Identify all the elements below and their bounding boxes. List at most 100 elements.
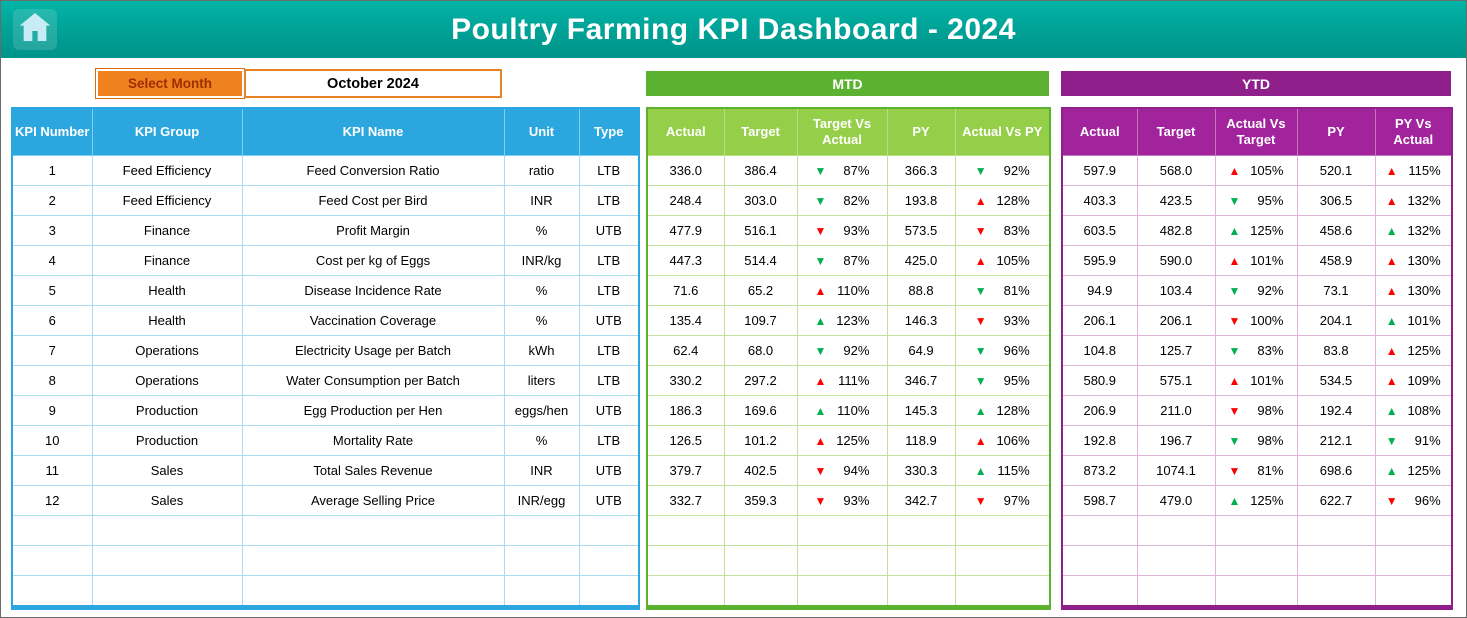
mtd-actual-vs-py-cell: ▼ 96% bbox=[954, 335, 1051, 366]
kpi-group-cell: Finance bbox=[91, 245, 243, 276]
mtd-target-cell: 514.4 bbox=[723, 245, 798, 276]
mtd-row: 126.5 101.2 ▲ 125% 118.9 ▲ 106% bbox=[646, 425, 1051, 456]
mtd-actual-vs-py-cell: ▲ 105% bbox=[954, 245, 1051, 276]
percent-value: 95% bbox=[1003, 373, 1030, 388]
mtd-target-vs-actual-cell: ▲ 110% bbox=[796, 395, 888, 426]
ytd-py-cell: 520.1 bbox=[1296, 155, 1376, 186]
mtd-target-cell: 68.0 bbox=[723, 335, 798, 366]
down-arrow-icon: ▼ bbox=[974, 163, 987, 178]
ytd-py-cell: 212.1 bbox=[1296, 425, 1376, 456]
kpi-group-cell: Finance bbox=[91, 215, 243, 246]
down-arrow-icon: ▼ bbox=[1228, 193, 1241, 208]
kpi-row: 2 Feed Efficiency Feed Cost per Bird INR LTB bbox=[11, 185, 640, 216]
ytd-row: 595.9 590.0 ▲ 101% 458.9 ▲ 130% bbox=[1061, 245, 1453, 276]
up-arrow-icon: ▲ bbox=[974, 193, 987, 208]
mtd-actual-vs-py-cell bbox=[954, 545, 1051, 576]
down-arrow-icon: ▼ bbox=[814, 463, 827, 478]
ytd-py-cell: 73.1 bbox=[1296, 275, 1376, 306]
kpi-table-header-row: KPI Number KPI Group KPI Name Unit Type bbox=[11, 107, 640, 156]
kpi-number-cell: 8 bbox=[11, 365, 93, 396]
unit-cell: kWh bbox=[503, 335, 580, 366]
ytd-py-cell: 458.6 bbox=[1296, 215, 1376, 246]
down-arrow-icon: ▼ bbox=[1228, 433, 1241, 448]
mtd-py-cell: 88.8 bbox=[886, 275, 956, 306]
down-arrow-icon: ▼ bbox=[974, 373, 987, 388]
empty-row bbox=[1061, 515, 1453, 546]
mtd-py-cell bbox=[886, 515, 956, 546]
ytd-target-cell: 575.1 bbox=[1136, 365, 1216, 396]
empty-row bbox=[1061, 545, 1453, 576]
kpi-row: 1 Feed Efficiency Feed Conversion Ratio rat… bbox=[11, 155, 640, 186]
kpi-row: 12 Sales Average Selling Price INR/egg UTB bbox=[11, 485, 640, 516]
unit-cell: INR/egg bbox=[503, 485, 580, 516]
mtd-target-vs-actual-cell: ▼ 93% bbox=[796, 215, 888, 246]
empty-row bbox=[11, 545, 640, 576]
month-selector[interactable]: October 2024 bbox=[244, 69, 502, 98]
mtd-target-cell: 402.5 bbox=[723, 455, 798, 486]
kpi-number-cell: 5 bbox=[11, 275, 93, 306]
ytd-target-cell: 206.1 bbox=[1136, 305, 1216, 336]
ytd-actual-vs-target-cell: ▼ 100% bbox=[1214, 305, 1298, 336]
ytd-py-vs-actual-cell bbox=[1374, 545, 1453, 576]
type-cell: LTB bbox=[578, 425, 640, 456]
select-month-button[interactable]: Select Month bbox=[96, 69, 244, 98]
mtd-actual-cell: 248.4 bbox=[646, 185, 725, 216]
ytd-actual-vs-target-cell: ▼ 81% bbox=[1214, 455, 1298, 486]
kpi-group-cell bbox=[91, 515, 243, 546]
percent-value: 96% bbox=[1003, 343, 1030, 358]
ytd-actual-cell bbox=[1061, 575, 1138, 608]
kpi-group-cell: Health bbox=[91, 305, 243, 336]
kpi-name-cell: Electricity Usage per Batch bbox=[241, 335, 505, 366]
mtd-actual-cell: 135.4 bbox=[646, 305, 725, 336]
mtd-target-cell bbox=[723, 545, 798, 576]
ytd-actual-cell: 206.9 bbox=[1061, 395, 1138, 426]
home-button[interactable] bbox=[13, 9, 57, 50]
unit-cell: % bbox=[503, 425, 580, 456]
ytd-row: 94.9 103.4 ▼ 92% 73.1 ▲ 130% bbox=[1061, 275, 1453, 306]
ytd-actual-cell: 603.5 bbox=[1061, 215, 1138, 246]
kpi-row: 6 Health Vaccination Coverage% UTB bbox=[11, 305, 640, 336]
up-arrow-icon: ▲ bbox=[1228, 493, 1241, 508]
mtd-actual-vs-py-cell: ▼ 97% bbox=[954, 485, 1051, 516]
mtd-target-vs-actual-cell: ▼ 82% bbox=[796, 185, 888, 216]
percent-value: 92% bbox=[843, 343, 870, 358]
col-header-ytd-target: Target bbox=[1136, 107, 1216, 156]
ytd-actual-vs-target-cell: ▲ 125% bbox=[1214, 485, 1298, 516]
up-arrow-icon: ▲ bbox=[974, 433, 987, 448]
up-arrow-icon: ▲ bbox=[814, 403, 827, 418]
mtd-actual-vs-py-cell: ▼ 83% bbox=[954, 215, 1051, 246]
mtd-target-cell: 65.2 bbox=[723, 275, 798, 306]
mtd-actual-cell bbox=[646, 575, 725, 608]
kpi-number-cell bbox=[11, 575, 93, 608]
mtd-py-cell bbox=[886, 575, 956, 608]
ytd-row: 603.5 482.8 ▲ 125% 458.6 ▲ 132% bbox=[1061, 215, 1453, 246]
mtd-actual-vs-py-cell bbox=[954, 575, 1051, 608]
ytd-table-body: 597.9 568.0 ▲ 105% 520.1 ▲ 115% 403.3 423.5 ▼ 95% 3… bbox=[1061, 155, 1453, 608]
page-title: Poultry Farming KPI Dashboard - 2024 bbox=[451, 12, 1016, 46]
title-banner: Poultry Farming KPI Dashboard - 2024 bbox=[1, 1, 1466, 58]
ytd-row: 206.1 206.1 ▼ 100% 204.1 ▲ 101% bbox=[1061, 305, 1453, 336]
down-arrow-icon: ▼ bbox=[1228, 343, 1241, 358]
mtd-actual-cell: 379.7 bbox=[646, 455, 725, 486]
ytd-row: 598.7 479.0 ▲ 125% 622.7 ▼ 96% bbox=[1061, 485, 1453, 516]
mtd-target-cell bbox=[723, 575, 798, 608]
ytd-target-cell: 196.7 bbox=[1136, 425, 1216, 456]
kpi-row: 7 Operations Electricity Usage per Batch kW… bbox=[11, 335, 640, 366]
percent-value: 125% bbox=[1250, 223, 1284, 238]
down-arrow-icon: ▼ bbox=[1385, 493, 1398, 508]
kpi-group-cell: Sales bbox=[91, 455, 243, 486]
ytd-py-cell: 192.4 bbox=[1296, 395, 1376, 426]
up-arrow-icon: ▲ bbox=[1228, 253, 1241, 268]
percent-value: 125% bbox=[1407, 343, 1441, 358]
kpi-row: 3 Finance Profit Margin% UTB bbox=[11, 215, 640, 246]
kpi-number-cell: 7 bbox=[11, 335, 93, 366]
mtd-row: 135.4 109.7 ▲ 123% 146.3 ▼ 93% bbox=[646, 305, 1051, 336]
mtd-actual-vs-py-cell bbox=[954, 515, 1051, 546]
mtd-row: 336.0 386.4 ▼ 87% 366.3 ▼ 92% bbox=[646, 155, 1051, 186]
down-arrow-icon: ▼ bbox=[814, 193, 827, 208]
percent-value: 101% bbox=[1250, 373, 1284, 388]
ytd-section-header: YTD bbox=[1061, 71, 1451, 96]
kpi-name-cell bbox=[241, 545, 505, 576]
ytd-target-cell bbox=[1136, 545, 1216, 576]
